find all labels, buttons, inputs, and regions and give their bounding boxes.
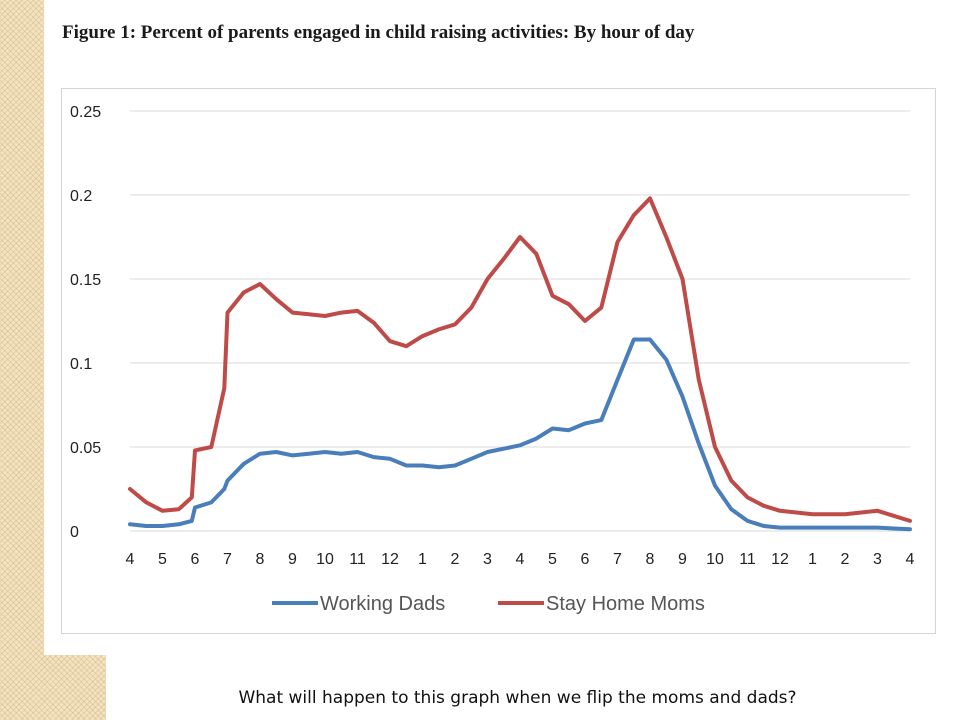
series-line-stay-home-moms [128,196,912,523]
x-tick-label: 6 [191,551,200,568]
x-tick-label: 4 [906,551,915,568]
x-tick-label: 2 [841,551,850,568]
x-tick-label: 9 [678,551,687,568]
x-tick-label: 12 [381,551,399,568]
y-tick-label: 0 [70,524,79,541]
x-tick-label: 8 [256,551,265,568]
x-tick-label: 8 [646,551,655,568]
chart-frame: 0 0.05 0.1 0.15 0.2 0.25 4 5 6 7 8 9 10 11 12 1 2 3 4 5 6 7 8 9… [61,88,936,634]
y-tick-label: 0.05 [70,440,101,457]
x-tick-label: 6 [581,551,590,568]
x-tick-label: 11 [739,551,756,568]
x-tick-label: 4 [516,551,525,568]
series-line-working-dads [128,337,912,532]
y-tick-label: 0.2 [70,188,92,205]
x-tick-label: 11 [349,551,366,568]
x-tick-label: 5 [158,551,167,568]
x-tick-label: 4 [126,551,135,568]
x-tick-label: 3 [873,551,882,568]
x-tick-label: 3 [483,551,492,568]
x-tick-label: 7 [223,551,232,568]
y-tick-label: 0.15 [70,272,101,289]
line-chart: 00.050.10.150.20.254 5 6 7 8 9 10 11 12 1 2 3 4 5 6 7 8 9… [70,104,915,615]
question-caption: What will happen to this graph when we f… [238,688,797,708]
x-tick-label: 9 [288,551,297,568]
x-tick-label: 12 [771,551,789,568]
legend-label-working-dads: Working Dads [320,593,445,615]
x-tick-label: 10 [316,551,334,568]
figure-title: Figure 1: Percent of parents engaged in … [62,22,695,43]
x-tick-label: 7 [613,551,622,568]
legend-label-stay-home-moms: Stay Home Moms [546,593,705,615]
x-tick-label: 2 [451,551,460,568]
x-tick-label: 1 [418,551,427,568]
y-tick-label: 0.25 [70,104,101,121]
x-tick-label: 1 [808,551,817,568]
x-tick-label: 5 [548,551,557,568]
y-tick-label: 0.1 [70,356,92,373]
x-tick-label: 10 [706,551,724,568]
